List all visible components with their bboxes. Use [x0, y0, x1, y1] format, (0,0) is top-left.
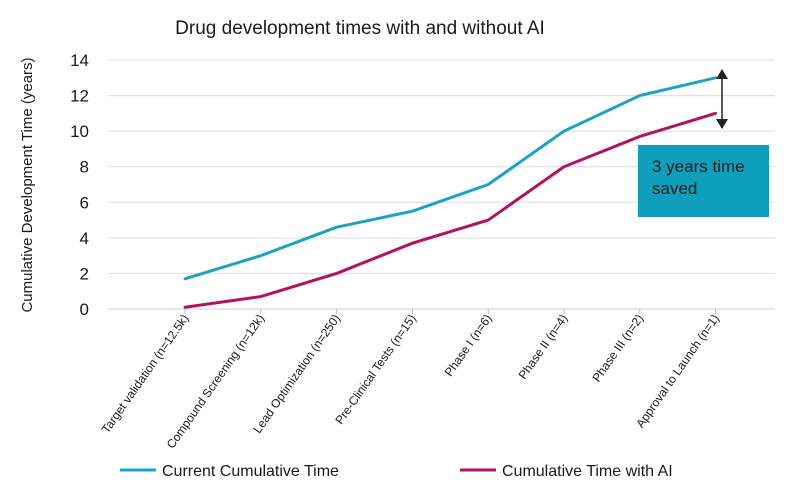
y-tick-label: 14 [70, 51, 89, 70]
series-line [183, 76, 718, 281]
y-tick-label: 6 [80, 193, 89, 212]
y-tick-label: 8 [80, 158, 89, 177]
x-tick-label: Approval to Launch (n=1) [633, 312, 722, 431]
legend: Current Cumulative Time Cumulative Time w… [120, 463, 673, 480]
annotation-text-line-2: saved [652, 179, 697, 198]
x-tick-labels: Target validation (n=12.5k)Compound Scre… [99, 309, 722, 451]
y-tick-label: 12 [70, 87, 89, 106]
y-tick-label: 10 [70, 122, 89, 141]
y-tick-label: 0 [80, 300, 89, 319]
x-tick-label: Lead Optimization (n=250) [250, 312, 343, 436]
x-tick-label: Phase III (n=2) [589, 312, 646, 385]
difference-arrow [716, 69, 728, 129]
annotation: 3 years time saved [638, 145, 769, 217]
x-tick-label: Phase I (n=6) [442, 312, 495, 379]
legend-label: Current Cumulative Time [162, 463, 339, 480]
annotation-text-line-1: 3 years time [652, 157, 745, 176]
chart-title: Drug development times with and without … [175, 18, 545, 39]
x-tick-label: Target validation (n=12.5k) [99, 312, 192, 436]
x-tick-label: Phase II (n=4) [516, 312, 571, 382]
difference-arrow-head-up [716, 69, 728, 79]
series-line [183, 111, 718, 309]
y-tick-label: 4 [80, 229, 89, 248]
y-tick-labels: 0 2 4 6 8 10 12 14 [70, 51, 89, 319]
difference-arrow-head-down [716, 119, 728, 129]
annotation-box [638, 145, 769, 217]
gridlines [108, 59, 775, 310]
x-tick-label: Pre-Clinical Tests (n=15) [332, 312, 419, 427]
y-tick-label: 2 [80, 264, 89, 283]
legend-label: Cumulative Time with AI [502, 463, 673, 480]
y-axis-label: Cumulative Development Time (years) [19, 57, 36, 312]
series-lines [183, 76, 718, 309]
